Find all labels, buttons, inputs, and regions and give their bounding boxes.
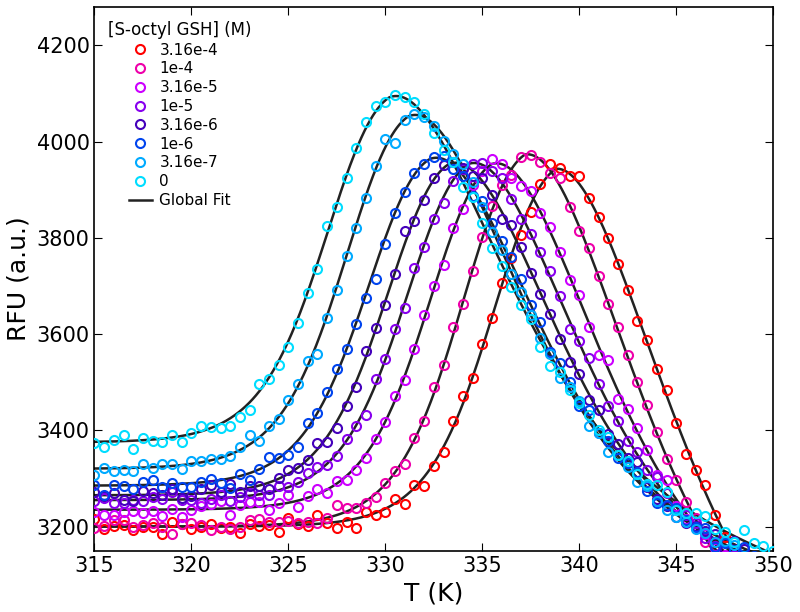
Y-axis label: RFU (a.u.): RFU (a.u.) bbox=[7, 217, 31, 341]
X-axis label: T (K): T (K) bbox=[404, 581, 463, 605]
Legend: 3.16e-4, 1e-4, 3.16e-5, 1e-5, 3.16e-6, 1e-6, 3.16e-7, 0, Global Fit: 3.16e-4, 1e-4, 3.16e-5, 1e-5, 3.16e-6, 1… bbox=[102, 15, 258, 214]
